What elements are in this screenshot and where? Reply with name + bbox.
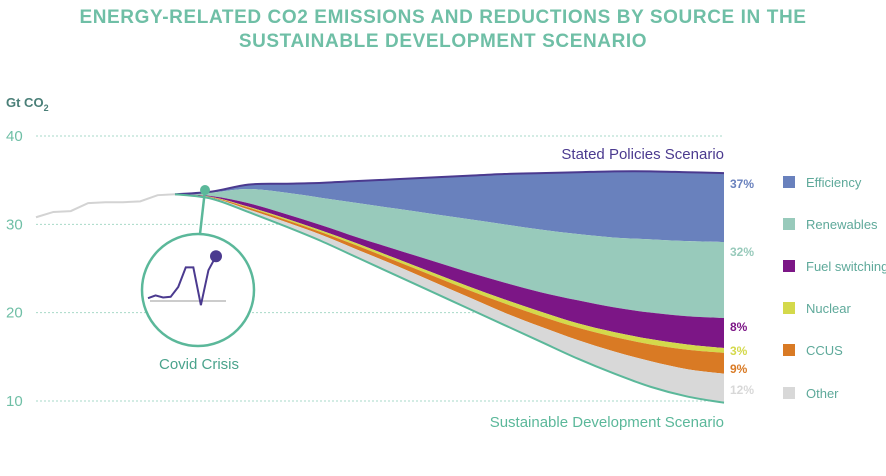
sustainable-development-line xyxy=(174,193,725,404)
share-label-ccus: 9% xyxy=(730,362,748,376)
covid-inset-point xyxy=(210,250,222,263)
legend-label-nuclear: Nuclear xyxy=(806,301,851,316)
scenario-lines: Stated Policies Scenario Sustainable Deve… xyxy=(35,146,725,431)
covid-inset-line xyxy=(147,255,217,306)
share-label-renewables: 32% xyxy=(730,245,754,259)
y-tick-30: 30 xyxy=(6,216,23,233)
covid-label: Covid Crisis xyxy=(159,356,239,373)
share-labels: 37% 32% 8% 3% 9% 12% xyxy=(730,177,754,397)
legend-swatch-efficiency xyxy=(783,176,795,188)
covid-point xyxy=(200,185,210,195)
covid-connector xyxy=(198,189,207,235)
legend-swatch-fuel-switching xyxy=(783,260,795,272)
legend-swatch-other xyxy=(783,387,795,399)
wedge-area-ccus xyxy=(175,194,724,374)
y-axis-label-sub: 2 xyxy=(44,103,49,113)
legend-label-ccus: CCUS xyxy=(806,343,843,358)
y-axis-label-main: Gt CO xyxy=(6,95,44,110)
y-tick-labels: 10 20 30 40 xyxy=(6,128,23,410)
y-tick-10: 10 xyxy=(6,393,23,410)
chart-title-line2: SUSTAINABLE DEVELOPMENT SCENARIO xyxy=(238,31,648,52)
chart-title: ENERGY-RELATED CO2 EMISSIONS AND REDUCTI… xyxy=(0,6,886,54)
share-label-other: 12% xyxy=(730,383,754,397)
legend-label-renewables: Renewables xyxy=(806,217,878,232)
chart-title-line1: ENERGY-RELATED CO2 EMISSIONS AND REDUCTI… xyxy=(79,7,807,28)
y-axis-label: Gt CO2 xyxy=(6,95,49,113)
legend-label-efficiency: Efficiency xyxy=(806,175,862,190)
sustainable-development-label: Sustainable Development Scenario xyxy=(490,414,724,431)
wedge-areas xyxy=(175,171,724,403)
wedge-area-renewables xyxy=(175,189,724,318)
y-tick-20: 20 xyxy=(6,305,23,322)
share-label-nuclear: 3% xyxy=(730,344,748,358)
wedge-area-fuel-switching xyxy=(175,194,724,348)
share-label-efficiency: 37% xyxy=(730,177,754,191)
legend: Efficiency Renewables Fuel switching Nuclea… xyxy=(783,175,886,401)
historical-line xyxy=(35,193,176,219)
legend-label-fuel-switching: Fuel switching xyxy=(806,259,886,274)
stated-policies-line xyxy=(174,170,725,196)
legend-swatch-ccus xyxy=(783,344,795,356)
wedge-area-efficiency xyxy=(175,171,724,242)
wedge-area-other xyxy=(175,194,724,403)
legend-swatch-nuclear xyxy=(783,302,795,314)
stated-policies-label: Stated Policies Scenario xyxy=(561,146,724,163)
share-label-fuel-switching: 8% xyxy=(730,320,748,334)
legend-label-other: Other xyxy=(806,386,839,401)
covid-annotation: Covid Crisis xyxy=(140,185,256,373)
legend-swatch-renewables xyxy=(783,218,795,230)
y-tick-40: 40 xyxy=(6,128,23,145)
